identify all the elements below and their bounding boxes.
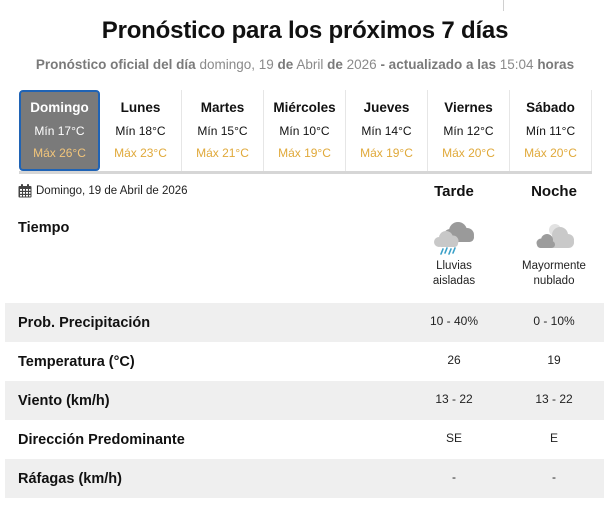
tab-min-temp: Mín 15°C [197, 124, 248, 138]
table-row-direccion: Dirección Predominante SE E [5, 420, 604, 459]
tab-min-temp: Mín 11°C [525, 124, 576, 138]
tab-min-temp: Mín 18°C [115, 124, 166, 138]
row-value-tarde: 26 [447, 352, 461, 367]
tab-day: Viernes [444, 100, 493, 115]
row-label: Viento (km/h) [18, 392, 110, 409]
tab-min-temp: Mín 14°C [361, 124, 412, 138]
tab-max-temp: Máx 26°C [33, 146, 86, 160]
tab-day: Lunes [120, 100, 161, 115]
tab-max-temp: Máx 21°C [196, 146, 249, 160]
weather-desc-line: aisladas [432, 275, 476, 287]
subtitle-hours-label: horas [537, 57, 575, 72]
tab-min-temp: Mín 17°C [34, 124, 85, 138]
weather-desc-line: Lluvias [436, 260, 472, 272]
row-value-noche: - [552, 469, 556, 484]
tab-jueves[interactable]: Jueves Mín 14°C Máx 19°C [346, 90, 428, 171]
cloud-moon-icon [504, 218, 604, 256]
tab-day: Domingo [30, 100, 89, 115]
subtitle-prefix: Pronóstico oficial del día [35, 57, 196, 72]
subtitle-de: de [277, 57, 294, 72]
tab-min-temp: Mín 10°C [279, 124, 330, 138]
selected-date-text: Domingo, 19 de Abril de 2026 [36, 185, 188, 197]
row-label: Ráfagas (km/h) [18, 470, 122, 487]
table-row-temperatura: Temperatura (°C) 26 19 [5, 342, 604, 381]
row-value-noche: 0 - 10% [533, 313, 575, 328]
tab-day: Jueves [363, 100, 410, 115]
row-value-tarde: SE [445, 430, 462, 445]
row-label: Prob. Precipitación [18, 314, 151, 331]
tab-sabado[interactable]: Sábado Mín 11°C Máx 20°C [510, 90, 592, 171]
subtitle-year: 2026 [346, 57, 377, 72]
weather-desc-line: Mayormente [522, 260, 586, 272]
row-label: Temperatura (°C) [18, 353, 135, 370]
tab-max-temp: Máx 20°C [442, 146, 495, 160]
subtitle-day: domingo, 19 [199, 57, 274, 72]
top-divider [503, 0, 504, 11]
row-label: Dirección Predominante [18, 431, 185, 448]
weather-desc: Lluvias aisladas [404, 259, 504, 289]
tiempo-label: Tiempo [18, 220, 70, 236]
subtitle-time: 15:04 [499, 57, 534, 72]
tab-day: Miércoles [273, 100, 336, 115]
weather-tarde: Lluvias aisladas [404, 218, 504, 289]
tab-max-temp: Máx 19°C [278, 146, 331, 160]
tab-miercoles[interactable]: Miércoles Mín 10°C Máx 19°C [264, 90, 346, 171]
row-value-tarde: - [452, 469, 456, 484]
table-row-viento: Viento (km/h) 13 - 22 13 - 22 [5, 381, 604, 420]
weather-desc: Mayormente nublado [504, 259, 604, 289]
calendar-icon [18, 184, 32, 198]
tab-domingo[interactable]: Domingo Mín 17°C Máx 26°C [19, 90, 100, 171]
tab-day: Sábado [526, 100, 575, 115]
subtitle-updated-label: - actualizado a las [380, 57, 496, 72]
row-value-tarde: 10 - 40% [429, 313, 479, 328]
row-value-noche: E [549, 430, 558, 445]
row-value-noche: 13 - 22 [535, 391, 573, 406]
weather-desc-line: nublado [533, 275, 575, 287]
selected-date: Domingo, 19 de Abril de 2026 [18, 184, 188, 198]
weather-noche: Mayormente nublado [504, 218, 604, 289]
tab-max-temp: Máx 23°C [114, 146, 167, 160]
tab-lunes[interactable]: Lunes Mín 18°C Máx 23°C [100, 90, 182, 171]
day-tabs: Domingo Mín 17°C Máx 26°C Lunes Mín 18°C… [19, 90, 592, 174]
tab-viernes[interactable]: Viernes Mín 12°C Máx 20°C [428, 90, 510, 171]
cloud-rain-icon [404, 218, 504, 256]
subtitle-month: Abril [296, 57, 324, 72]
tab-max-temp: Máx 19°C [360, 146, 413, 160]
column-header-tarde: Tarde [434, 183, 474, 200]
tab-day: Martes [200, 100, 245, 115]
table-row-precipitacion: Prob. Precipitación 10 - 40% 0 - 10% [5, 303, 604, 342]
column-header-noche: Noche [531, 183, 577, 200]
subtitle-de: de [327, 57, 343, 72]
forecast-detail-table: Prob. Precipitación 10 - 40% 0 - 10% Tem… [5, 303, 604, 498]
tab-martes[interactable]: Martes Mín 15°C Máx 21°C [182, 90, 264, 171]
tab-max-temp: Máx 20°C [524, 146, 577, 160]
row-value-noche: 19 [547, 352, 561, 367]
table-row-rafagas: Ráfagas (km/h) - - [5, 459, 604, 498]
tab-min-temp: Mín 12°C [443, 124, 494, 138]
forecast-subtitle: Pronóstico oficial del día domingo, 19 d… [0, 57, 610, 72]
row-value-tarde: 13 - 22 [435, 391, 473, 406]
page-title: Pronóstico para los próximos 7 días [101, 17, 509, 44]
